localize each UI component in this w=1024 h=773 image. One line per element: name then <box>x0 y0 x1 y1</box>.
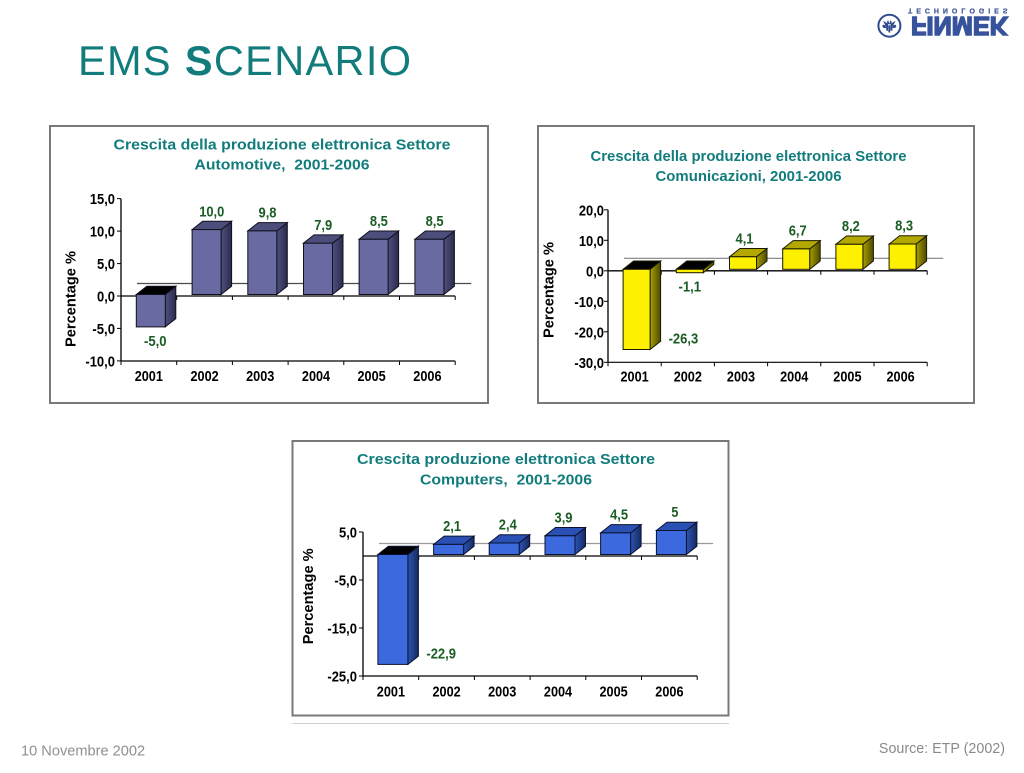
svg-text:10,0: 10,0 <box>199 204 224 220</box>
svg-text:2006: 2006 <box>413 369 441 385</box>
svg-text:7,9: 7,9 <box>314 218 332 234</box>
svg-text:2005: 2005 <box>833 370 861 386</box>
svg-text:2006: 2006 <box>887 370 915 386</box>
svg-text:-10,0: -10,0 <box>574 295 604 311</box>
svg-text:2,4: 2,4 <box>499 518 517 534</box>
svg-text:Percentage %: Percentage % <box>64 251 80 347</box>
svg-text:4,5: 4,5 <box>610 508 628 524</box>
svg-text:-20,0: -20,0 <box>574 325 604 341</box>
svg-text:3,9: 3,9 <box>555 511 573 527</box>
svg-text:5,0: 5,0 <box>339 526 357 542</box>
svg-text:10 Novembre 2002: 10 Novembre 2002 <box>21 744 145 760</box>
svg-text:10,0: 10,0 <box>579 234 604 250</box>
svg-text:0,0: 0,0 <box>97 290 115 306</box>
svg-text:-30,0: -30,0 <box>574 356 604 372</box>
svg-text:4,1: 4,1 <box>736 232 754 248</box>
svg-text:5,0: 5,0 <box>97 257 115 273</box>
svg-text:Computers, 2001-2006: Computers, 2001-2006 <box>420 472 592 488</box>
svg-text:2004: 2004 <box>302 369 330 385</box>
svg-text:2003: 2003 <box>727 370 755 386</box>
svg-text:2003: 2003 <box>488 685 516 701</box>
svg-text:2002: 2002 <box>674 370 702 386</box>
svg-text:-25,0: -25,0 <box>327 670 357 686</box>
svg-text:2005: 2005 <box>600 685 628 701</box>
svg-text:Crescita produzione elettronic: Crescita produzione elettronica Settore <box>357 452 655 468</box>
svg-text:-22,9: -22,9 <box>426 646 456 662</box>
svg-text:FINMEK: FINMEK <box>911 11 1009 39</box>
svg-text:EMS SCENARIO: EMS SCENARIO <box>78 37 411 84</box>
svg-text:2003: 2003 <box>246 369 274 385</box>
svg-text:10,0: 10,0 <box>90 225 115 241</box>
svg-text:2006: 2006 <box>655 685 683 701</box>
svg-text:Crescita della produzione elet: Crescita della produzione elettronica Se… <box>114 136 451 153</box>
svg-text:-5,0: -5,0 <box>334 574 357 590</box>
svg-text:-10,0: -10,0 <box>85 354 115 370</box>
svg-text:2005: 2005 <box>358 369 386 385</box>
svg-text:9,8: 9,8 <box>259 206 277 222</box>
svg-text:2004: 2004 <box>544 685 572 701</box>
svg-text:15,0: 15,0 <box>90 192 115 208</box>
svg-text:Crescita della produzione elet: Crescita della produzione elettronica Se… <box>591 149 907 165</box>
svg-text:2,1: 2,1 <box>443 519 461 535</box>
svg-text:2001: 2001 <box>621 370 649 386</box>
svg-text:8,5: 8,5 <box>426 214 444 230</box>
svg-text:0,0: 0,0 <box>586 264 604 280</box>
svg-text:2001: 2001 <box>377 685 405 701</box>
svg-text:6,7: 6,7 <box>789 224 807 240</box>
svg-text:8,3: 8,3 <box>895 219 913 235</box>
svg-text:-26,3: -26,3 <box>669 332 699 348</box>
svg-text:5: 5 <box>671 505 678 521</box>
svg-text:2002: 2002 <box>191 369 219 385</box>
svg-text:2002: 2002 <box>433 685 461 701</box>
svg-text:20,0: 20,0 <box>579 203 604 219</box>
svg-text:Source: ETP (2002): Source: ETP (2002) <box>879 741 1005 757</box>
svg-text:Automotive, 2001-2006: Automotive, 2001-2006 <box>195 156 370 173</box>
svg-text:-5,0: -5,0 <box>144 334 167 350</box>
svg-text:Percentage %: Percentage % <box>541 242 557 338</box>
svg-text:Percentage %: Percentage % <box>301 548 317 644</box>
svg-text:TECHNOLOGIES: TECHNOLOGIES <box>908 7 1012 14</box>
svg-text:2004: 2004 <box>780 370 808 386</box>
svg-text:Comunicazioni, 2001-2006: Comunicazioni, 2001-2006 <box>656 169 842 185</box>
svg-text:-15,0: -15,0 <box>327 622 357 638</box>
svg-text:-1,1: -1,1 <box>679 280 702 296</box>
svg-text:2001: 2001 <box>135 369 163 385</box>
svg-text:8,5: 8,5 <box>370 214 388 230</box>
svg-text:-5,0: -5,0 <box>92 322 115 338</box>
svg-text:8,2: 8,2 <box>842 219 860 235</box>
